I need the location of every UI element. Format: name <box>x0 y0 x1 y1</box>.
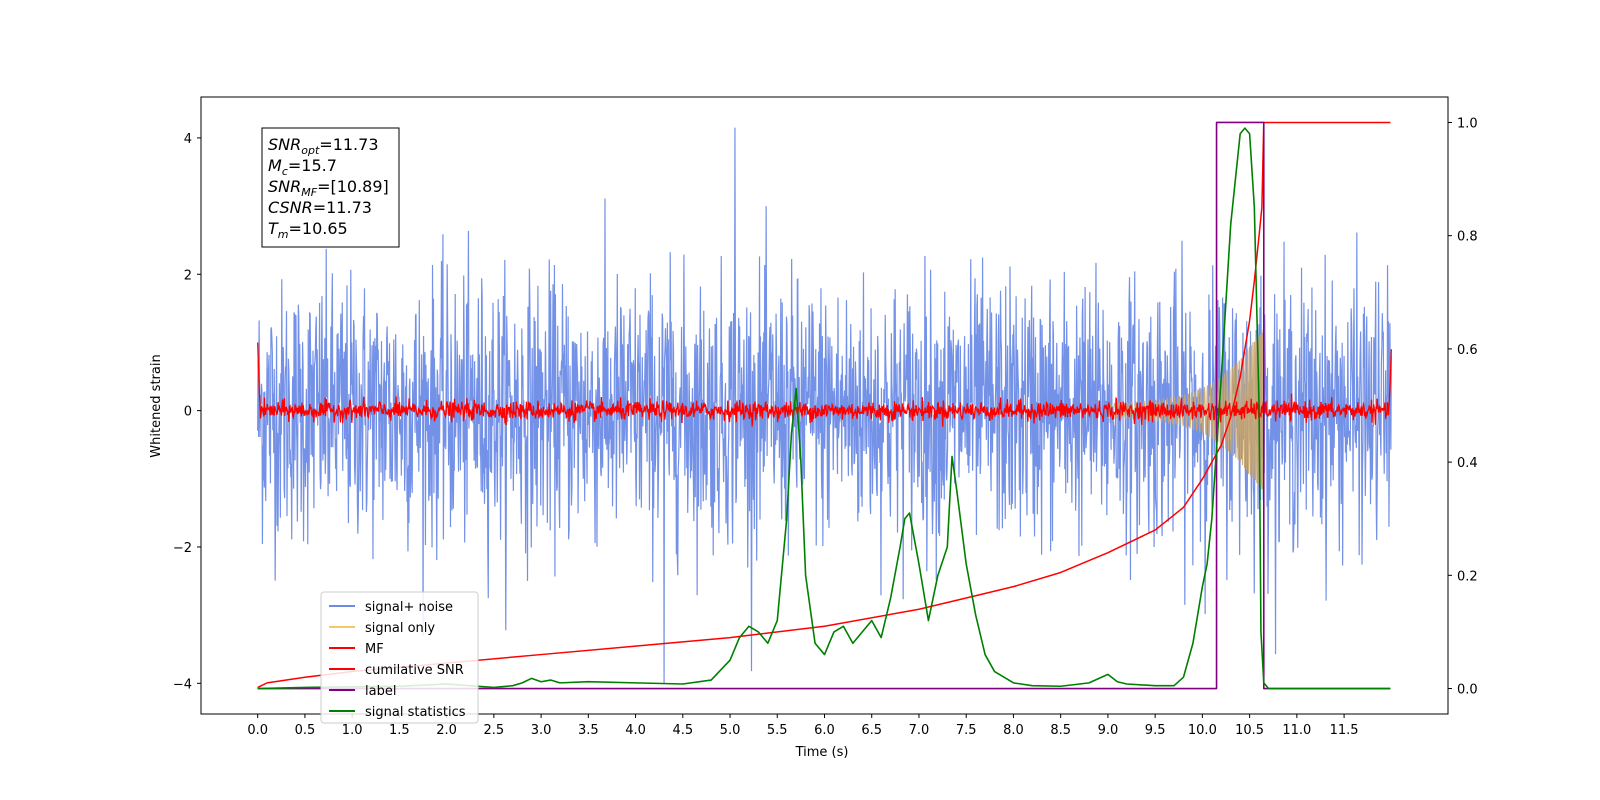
x-axis: 0.0 0.5 1.0 1.5 2.0 2.5 3.0 3.5 4.0 4.5 5.0 5.5 6.0 6… <box>247 714 1359 738</box>
x-tick-label: 4.5 <box>672 723 693 738</box>
x-tick-label: 7.5 <box>956 723 977 738</box>
x-tick-label: 0.5 <box>295 723 316 738</box>
x-tick-label: 5.0 <box>720 723 741 738</box>
y2-tick-label: 0.0 <box>1457 683 1478 698</box>
legend-entry: signal+ noise <box>365 600 453 615</box>
annotation-box: SNRopt=11.73Mc=15.7SNRMF=[10.89]CSNR=11.… <box>261 127 400 248</box>
series-mf <box>257 342 1392 427</box>
x-tick-label: 4.0 <box>625 723 646 738</box>
y-tick-label: 2 <box>184 268 192 283</box>
y2-tick-label: 1.0 <box>1457 116 1478 131</box>
y-axis-label: Whitened strain <box>149 354 164 457</box>
x-tick-label: 3.5 <box>578 723 599 738</box>
x-axis-label: Time (s) <box>795 745 849 760</box>
y2-tick-label: 0.2 <box>1457 569 1478 584</box>
x-tick-label: 0.0 <box>247 723 268 738</box>
y2-tick-label: 0.6 <box>1457 343 1478 358</box>
x-tick-label: 6.0 <box>814 723 835 738</box>
series-cumulative-snr <box>257 121 1391 689</box>
y-axis-right: 1.0 0.8 0.6 0.4 0.2 0.0 <box>1448 116 1478 698</box>
x-tick-label: 3.0 <box>531 723 552 738</box>
y2-tick-label: 0.8 <box>1457 230 1478 245</box>
y-tick-label: 4 <box>184 132 192 147</box>
x-tick-label: 11.5 <box>1330 723 1359 738</box>
annotation-line: CSNR=11.73 <box>268 198 372 217</box>
legend: signal+ noise signal only MF cumilative SNR… <box>320 591 479 724</box>
x-tick-label: 10.0 <box>1188 723 1217 738</box>
y-tick-label: −2 <box>173 541 192 556</box>
y-tick-label: −4 <box>173 677 192 692</box>
legend-entry: signal only <box>365 621 435 636</box>
x-tick-label: 1.5 <box>389 723 410 738</box>
x-tick-label: 8.0 <box>1003 723 1024 738</box>
x-tick-label: 7.0 <box>909 723 930 738</box>
legend-entry: MF <box>365 642 384 657</box>
y-axis-left: 4 2 0 −2 −4 <box>173 132 201 692</box>
annotation-line: SNRMF=[10.89] <box>268 177 389 199</box>
x-tick-label: 6.5 <box>861 723 882 738</box>
series-signal-statistics <box>257 127 1391 690</box>
annotation-line: Tm=10.65 <box>268 219 348 241</box>
x-tick-label: 1.0 <box>342 723 363 738</box>
y2-tick-label: 0.4 <box>1457 456 1478 471</box>
annotation-line: Mc=15.7 <box>268 156 337 178</box>
x-tick-label: 9.5 <box>1145 723 1166 738</box>
x-tick-label: 11.0 <box>1282 723 1311 738</box>
y-tick-label: 0 <box>184 405 192 420</box>
x-tick-label: 5.5 <box>767 723 788 738</box>
x-tick-label: 8.5 <box>1050 723 1071 738</box>
x-tick-label: 2.0 <box>436 723 457 738</box>
legend-entry: cumilative SNR <box>365 663 464 678</box>
legend-entry: label <box>365 684 396 699</box>
x-tick-label: 9.0 <box>1098 723 1119 738</box>
x-tick-label: 10.5 <box>1235 723 1264 738</box>
series-layer <box>257 121 1392 690</box>
legend-entry: signal statistics <box>365 705 466 720</box>
x-tick-label: 2.5 <box>484 723 505 738</box>
annotation-line: SNRopt=11.73 <box>268 135 379 157</box>
